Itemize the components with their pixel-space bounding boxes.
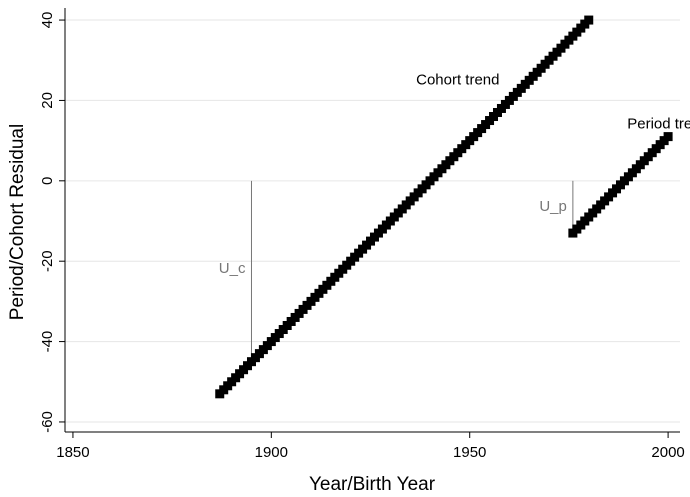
x-tick-label: 1900 [255,444,288,461]
y-tick-label: 20 [39,92,56,109]
x-axis-title: Year/Birth Year [309,474,436,495]
y-axis-title: Period/Cohort Residual [7,124,28,320]
x-tick-label: 2000 [651,444,684,461]
annotation: Period trend [627,116,690,133]
y-tick-label: 0 [39,177,56,185]
x-tick-label: 1950 [453,444,486,461]
point [663,132,673,142]
x-tick-label: 1850 [56,444,89,461]
y-tick-label: 40 [39,12,56,29]
y-tick-label: -40 [39,331,56,353]
annotation: Cohort trend [416,71,499,88]
ref-line-label: U_c [219,260,246,277]
ref-line-label: U_p [539,198,567,215]
y-tick-label: -20 [39,250,56,272]
point [584,15,594,25]
y-tick-label: -60 [39,411,56,433]
